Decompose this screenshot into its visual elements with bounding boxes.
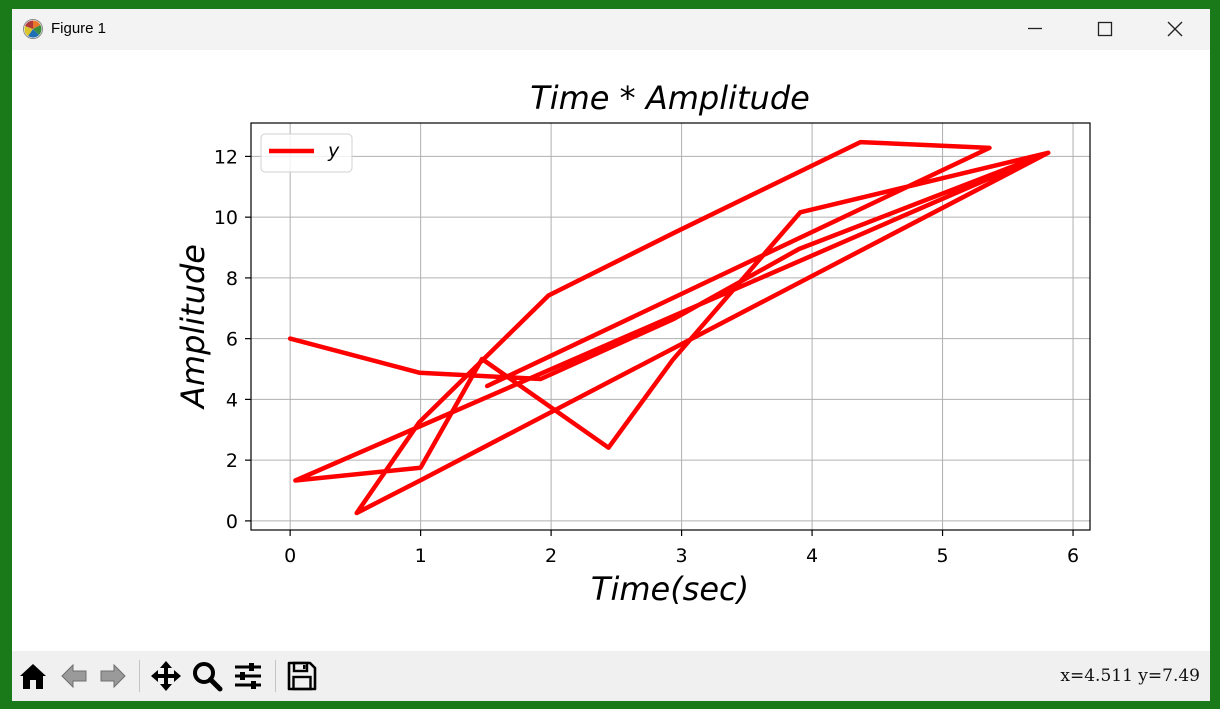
series-layer: [287, 139, 1051, 516]
minimize-button[interactable]: [1012, 9, 1058, 50]
x-tick-label: 4: [806, 545, 818, 567]
home-icon: [20, 664, 46, 689]
window-title: Figure 1: [51, 20, 107, 37]
zoom-button[interactable]: [188, 657, 226, 695]
y-tick-label: 2: [226, 450, 238, 472]
x-tick-label: 3: [676, 545, 688, 567]
minimize-icon: [1028, 27, 1042, 30]
save-icon: [287, 661, 317, 691]
navigation-toolbar: x=4.511 y=7.49: [12, 651, 1210, 701]
pan-button[interactable]: [147, 657, 185, 695]
pan-icon: [151, 661, 181, 691]
back-button[interactable]: [55, 657, 93, 695]
y-tick-label: 4: [226, 389, 238, 411]
chart-title: Time * Amplitude: [530, 79, 810, 117]
zoom-icon: [193, 662, 223, 692]
maximize-icon: [1097, 21, 1113, 37]
x-tick-label: 6: [1067, 545, 1079, 567]
title-bar[interactable]: Figure 1: [12, 9, 1210, 50]
forward-button[interactable]: [94, 657, 132, 695]
x-tick-label: 5: [937, 545, 949, 567]
series-line-y: [287, 139, 1051, 516]
x-tick-label: 2: [545, 545, 557, 567]
axes-frame: [250, 122, 1091, 531]
y-tick-label: 12: [214, 146, 238, 168]
legend-label: y: [327, 140, 340, 162]
save-button[interactable]: [283, 657, 321, 695]
configure-subplots-icon: [235, 663, 261, 689]
x-tick-label: 1: [415, 545, 427, 567]
configure-subplots-button[interactable]: [229, 657, 267, 695]
close-icon: [1167, 21, 1183, 37]
y-tick-label: 6: [226, 329, 238, 351]
y-tick-label: 0: [226, 511, 238, 533]
x-axis-label: Time(sec): [591, 570, 749, 608]
toolbar-separator: [139, 660, 140, 692]
legend: y: [260, 133, 353, 173]
y-tick-label: 10: [214, 207, 238, 229]
maximize-button[interactable]: [1082, 9, 1128, 50]
matplotlib-logo-icon: [23, 19, 43, 39]
figure-window: Figure 1 0 1 2 3 4 5 6 0 2 4 6 8 10 12 Time * Amplitu…: [12, 9, 1210, 701]
forward-arrow-icon: [100, 663, 126, 689]
y-tick-label: 8: [226, 268, 238, 290]
y-axis-label: Amplitude: [174, 244, 212, 410]
coordinate-readout: x=4.511 y=7.49: [1060, 666, 1200, 686]
close-button[interactable]: [1152, 9, 1198, 50]
back-arrow-icon: [61, 663, 87, 689]
home-button[interactable]: [14, 657, 52, 695]
grid-lines: [251, 123, 1090, 530]
toolbar-separator: [275, 660, 276, 692]
x-tick-label: 0: [284, 545, 296, 567]
